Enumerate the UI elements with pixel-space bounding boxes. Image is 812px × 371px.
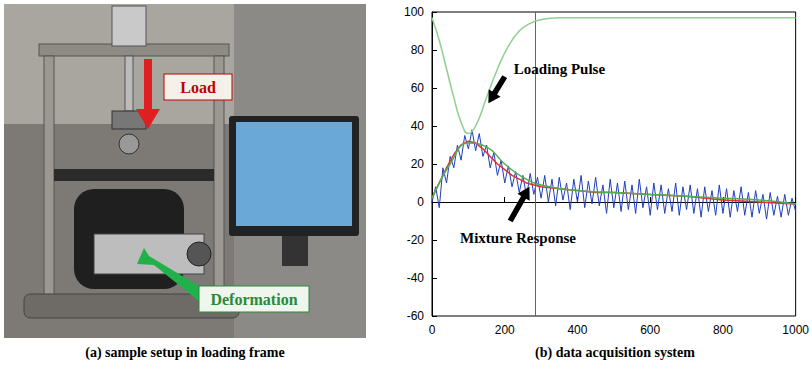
svg-text:60: 60	[411, 81, 425, 95]
svg-text:-40: -40	[407, 271, 425, 285]
svg-text:100: 100	[404, 5, 424, 19]
svg-text:40: 40	[411, 119, 425, 133]
html-text:(a) sample setup in loading fr: (a) sample setup in loading frame	[85, 345, 285, 360]
svg-text:Deformation: Deformation	[210, 291, 297, 308]
svg-text:1000: 1000	[782, 323, 809, 337]
svg-text:20: 20	[411, 157, 425, 171]
svg-text:0: 0	[429, 323, 436, 337]
svg-text:-20: -20	[407, 233, 425, 247]
svg-text:-60: -60	[407, 309, 425, 323]
svg-text:Load: Load	[180, 79, 216, 96]
svg-text:200: 200	[495, 323, 515, 337]
svg-text:Mixture Response: Mixture Response	[460, 230, 576, 246]
svg-text:600: 600	[640, 323, 660, 337]
svg-text:Loading Pulse: Loading Pulse	[514, 61, 606, 77]
svg-text:0: 0	[417, 195, 424, 209]
svg-text:80: 80	[411, 43, 425, 57]
html-text:(b) data acquisition system: (b) data acquisition system	[535, 345, 695, 360]
svg-text:400: 400	[567, 323, 587, 337]
svg-text:800: 800	[713, 323, 733, 337]
